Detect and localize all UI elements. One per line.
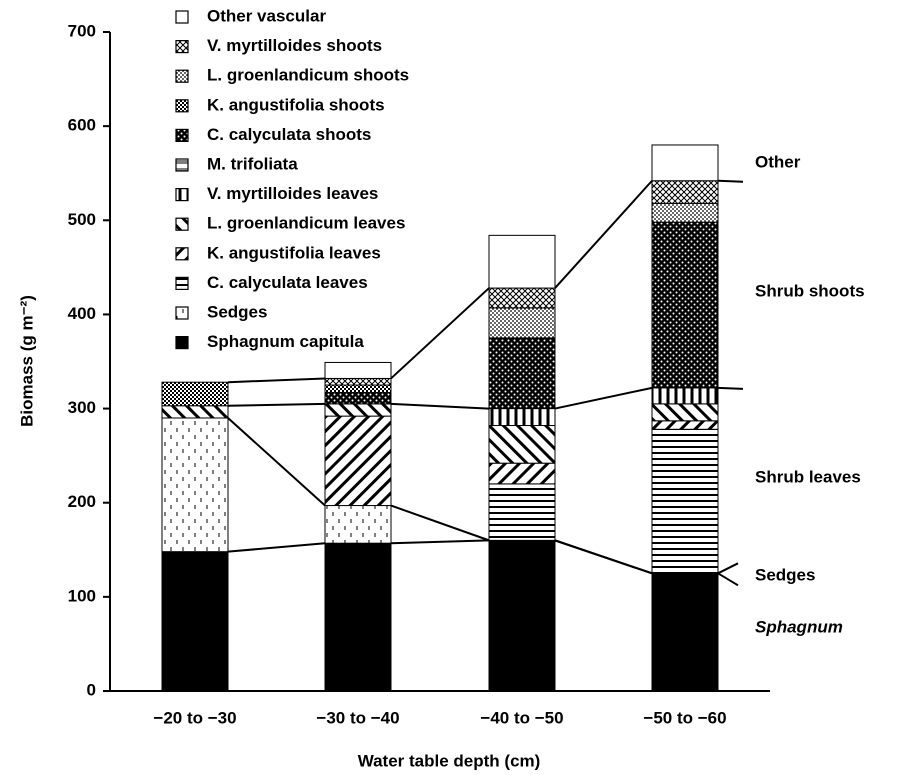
y-tick-label: 400 bbox=[68, 304, 96, 323]
x-tick-label: −20 to −30 bbox=[153, 708, 236, 727]
y-tick-label: 0 bbox=[87, 680, 96, 699]
group-connector bbox=[554, 386, 653, 410]
legend-label: Sphagnum capitula bbox=[207, 332, 364, 351]
bar-segment bbox=[161, 551, 229, 692]
y-tick-label: 500 bbox=[68, 210, 96, 229]
group-connector bbox=[554, 539, 653, 575]
group-connector bbox=[390, 402, 490, 410]
bar-segment bbox=[651, 572, 719, 692]
bar-segment bbox=[651, 387, 719, 405]
bar-segment bbox=[651, 428, 719, 574]
y-axis-title: Biomass (g m⁻²) bbox=[17, 295, 36, 427]
legend-swatch bbox=[175, 158, 189, 172]
legend-label: C. calyculata shoots bbox=[207, 125, 371, 144]
bar-segment bbox=[651, 202, 719, 223]
group-connector bbox=[227, 542, 326, 553]
bar-segment bbox=[651, 144, 719, 182]
bar-segment bbox=[324, 361, 392, 379]
bar-segment bbox=[488, 483, 556, 541]
legend-swatch bbox=[175, 276, 189, 290]
legend-label: Sedges bbox=[207, 302, 267, 321]
bar-segment bbox=[651, 403, 719, 422]
x-axis-title: Water table depth (cm) bbox=[358, 751, 541, 770]
bar-segment bbox=[488, 462, 556, 485]
legend-label: V. myrtilloides leaves bbox=[207, 184, 378, 203]
bar-segment bbox=[324, 392, 392, 405]
group-tick bbox=[717, 179, 744, 183]
x-tick-label: −50 to −60 bbox=[643, 708, 726, 727]
group-connector bbox=[390, 539, 490, 545]
legend-swatch bbox=[175, 247, 189, 261]
y-tick-label: 300 bbox=[68, 398, 96, 417]
sedges-bracket bbox=[717, 562, 739, 587]
bar-segment bbox=[488, 234, 556, 289]
bar-segment bbox=[488, 337, 556, 410]
group-connector bbox=[227, 402, 326, 407]
bar-segment bbox=[651, 221, 719, 389]
legend-label: V. myrtilloides shoots bbox=[207, 36, 382, 55]
bar-segment bbox=[324, 403, 392, 417]
legend-swatch bbox=[175, 99, 189, 113]
bar-segment bbox=[324, 505, 392, 544]
legend-label: L. groenlandicum leaves bbox=[207, 214, 405, 233]
legend-swatch bbox=[175, 39, 189, 54]
legend-label: K. angustifolia shoots bbox=[207, 95, 385, 114]
bar-segment bbox=[488, 539, 556, 692]
bar-segment bbox=[488, 408, 556, 427]
bar-segment bbox=[488, 287, 556, 309]
legend-swatch bbox=[175, 10, 189, 24]
legend-label: C. calyculata leaves bbox=[207, 273, 368, 292]
group-label: Shrub shoots bbox=[755, 281, 865, 300]
group-label: Shrub leaves bbox=[755, 467, 861, 486]
bar-segment bbox=[488, 425, 556, 464]
legend-label: M. trifoliata bbox=[207, 154, 298, 173]
x-tick-label: −40 to −50 bbox=[480, 708, 563, 727]
group-label: Other bbox=[755, 152, 801, 171]
bar-segment bbox=[161, 417, 229, 553]
legend-label: K. angustifolia leaves bbox=[207, 243, 381, 262]
legend-swatch bbox=[175, 336, 189, 350]
bar-segment bbox=[324, 377, 392, 386]
group-connector bbox=[554, 180, 653, 289]
legend-label: Other vascular bbox=[207, 6, 326, 25]
group-connector bbox=[390, 287, 490, 380]
legend-swatch bbox=[175, 217, 189, 231]
legend-swatch bbox=[175, 306, 189, 320]
y-tick-label: 100 bbox=[68, 586, 96, 605]
bar-segment bbox=[324, 542, 392, 692]
bar-segment bbox=[161, 405, 229, 419]
group-tick bbox=[717, 386, 744, 390]
y-tick-label: 200 bbox=[68, 492, 96, 511]
legend-swatch bbox=[175, 188, 189, 202]
legend-label: L. groenlandicum shoots bbox=[207, 66, 409, 85]
bar-segment bbox=[324, 384, 392, 394]
group-connector bbox=[227, 417, 326, 507]
group-label: Sphagnum bbox=[755, 617, 843, 636]
bar-segment bbox=[161, 381, 229, 407]
x-tick-label: −30 to −40 bbox=[316, 708, 399, 727]
bar-segment bbox=[324, 415, 392, 507]
group-connector bbox=[227, 377, 326, 384]
legend-swatch bbox=[175, 69, 189, 83]
bar-segment bbox=[651, 420, 719, 430]
group-connector bbox=[390, 504, 490, 542]
bar-segment bbox=[651, 180, 719, 204]
y-tick-label: 600 bbox=[68, 116, 96, 135]
bar-segment bbox=[488, 307, 556, 339]
group-label: Sedges bbox=[755, 565, 815, 584]
legend-swatch bbox=[175, 128, 189, 142]
y-tick-label: 700 bbox=[68, 21, 96, 40]
